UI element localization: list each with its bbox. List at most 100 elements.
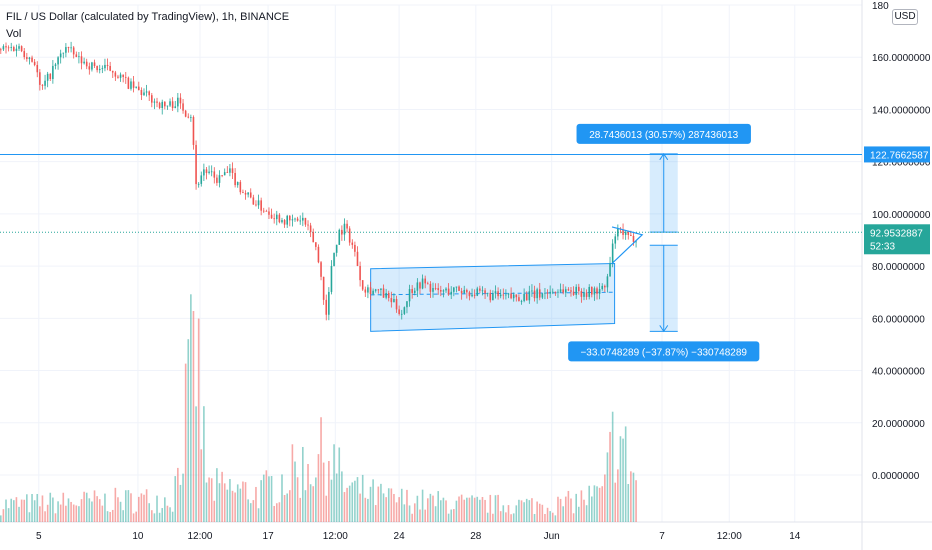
volume-bar [117, 497, 119, 522]
volume-bar [124, 490, 127, 522]
measure-up-label-text: 28.7436013 (30.57%) 287436013 [589, 130, 738, 141]
volume-bar [49, 492, 52, 522]
candle [486, 292, 489, 297]
candle-body [489, 292, 492, 301]
candle-body [96, 65, 98, 71]
candle [281, 217, 283, 224]
volume-bar [473, 497, 476, 522]
volume-bar [41, 495, 44, 522]
volume-bar [296, 477, 299, 522]
volume-bar [525, 498, 528, 522]
volume-bar [2, 509, 5, 522]
candle [624, 230, 627, 240]
candle-body [265, 210, 268, 212]
candle [315, 242, 317, 251]
candle-body [354, 244, 356, 252]
candle [538, 282, 541, 301]
candle-body [341, 229, 343, 235]
volume-bar [617, 469, 619, 522]
volume-bar [315, 477, 317, 522]
candle [148, 90, 151, 102]
candle [187, 113, 190, 119]
candle [585, 289, 588, 300]
candle-body [78, 56, 80, 58]
volume-bar [609, 431, 611, 522]
candle-body [557, 291, 559, 293]
candle [137, 81, 140, 91]
volume-bar [458, 496, 460, 522]
candle-body [463, 289, 466, 294]
volume-bar [549, 511, 551, 522]
candle-body [124, 76, 127, 78]
candle-body [312, 232, 315, 243]
candle [226, 166, 229, 173]
volume-bar [354, 480, 356, 522]
candle [403, 306, 406, 315]
volume-bar [302, 446, 304, 522]
x-tick-label: 17 [263, 531, 275, 542]
volume-bar [5, 499, 7, 522]
candle-body [432, 288, 434, 292]
currency-badge[interactable]: USD [892, 9, 918, 25]
candle [515, 294, 518, 302]
candle-body [471, 294, 473, 297]
candle-body [41, 84, 44, 86]
volume-bar [570, 498, 572, 522]
candle [124, 71, 127, 84]
volume-bar [236, 484, 239, 522]
candle-body [577, 286, 580, 292]
measure-down-label-bg [568, 341, 760, 362]
candle [44, 74, 46, 90]
candle [453, 286, 455, 297]
candle [497, 287, 499, 300]
candle-body [278, 214, 281, 223]
candle [325, 294, 328, 321]
candle [104, 58, 106, 72]
candle-body [177, 97, 179, 107]
y-tick-label: 160.0000000 [872, 53, 931, 64]
volume-bar [122, 510, 124, 522]
volume-bar [630, 471, 632, 522]
candle [387, 290, 390, 302]
candle [447, 283, 450, 296]
candle [65, 43, 67, 58]
candle-body [244, 193, 247, 195]
volume-bar [161, 508, 164, 522]
volume-bar [153, 513, 156, 522]
volume-bar [580, 490, 583, 522]
volume-bar [591, 496, 593, 522]
candle [252, 194, 255, 205]
volume-bar [221, 471, 223, 522]
volume-bar [179, 484, 182, 522]
volume-bar [93, 490, 96, 522]
candle [164, 101, 166, 110]
volume-bar [145, 489, 148, 522]
volume-bar [101, 505, 104, 522]
countdown-text: 52:33 [870, 241, 895, 252]
y-tick-label: 80.0000000 [872, 262, 925, 273]
candle-body [575, 286, 577, 295]
candle-body [544, 292, 546, 294]
volume-bar [421, 489, 424, 522]
candle-body [299, 220, 302, 222]
candle-body [325, 299, 328, 315]
candle-body [7, 47, 10, 49]
candle [265, 209, 268, 212]
candle [78, 52, 80, 64]
chart-title: FIL / US Dollar (calculated by TradingVi… [6, 11, 290, 23]
candle-body [46, 73, 49, 81]
candle [346, 220, 348, 233]
candle-body [166, 105, 169, 107]
candle [210, 165, 213, 177]
volume-bar [291, 444, 294, 522]
candle-body [486, 292, 489, 294]
volume-bar [239, 488, 242, 522]
volume-bar [440, 500, 442, 522]
candle-body [593, 288, 596, 295]
candle-body [437, 288, 440, 291]
candle-body [20, 46, 23, 52]
candle-body [205, 169, 208, 173]
candle [533, 285, 536, 302]
candle-body [109, 66, 111, 71]
